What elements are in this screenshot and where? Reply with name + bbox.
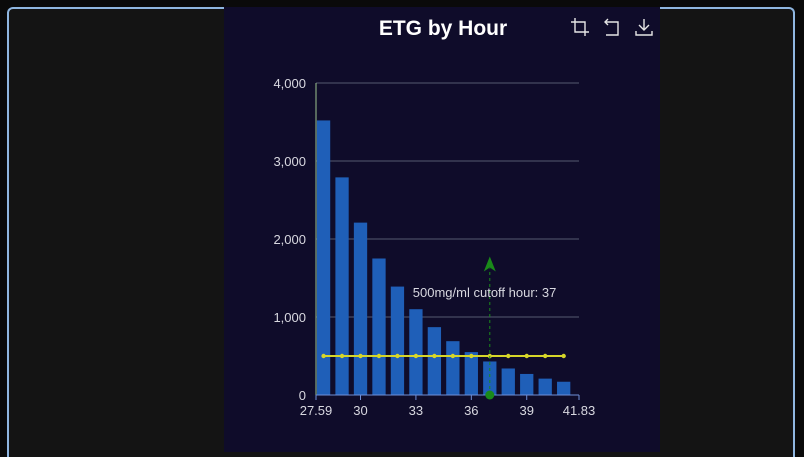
bar [335, 177, 349, 395]
bar [464, 352, 478, 395]
threshold-point [358, 353, 363, 359]
threshold-point [376, 353, 382, 359]
cutoff-label: 500mg/ml cutoff hour: 37 [413, 285, 557, 300]
x-tick-label: 41.83 [563, 403, 596, 418]
threshold-point [543, 353, 548, 359]
threshold-point [561, 353, 566, 359]
bar [409, 309, 423, 395]
x-tick-label: 27.59 [300, 403, 333, 418]
threshold-point [321, 353, 326, 359]
x-tick-label: 30 [353, 403, 367, 418]
chart-title: ETG by Hour [378, 17, 508, 40]
threshold-point [469, 353, 474, 359]
bar [483, 361, 497, 395]
etg-bar-chart: 0 1,000 2,000 3,000 4,000 27.59 30 33 36 39 41.83 5… [273, 76, 596, 418]
x-tick-label: 33 [409, 403, 423, 418]
bar [557, 381, 571, 395]
bar [538, 378, 552, 395]
bar [390, 286, 405, 395]
x-tick-label: 36 [464, 403, 478, 418]
threshold-point [524, 353, 529, 359]
y-tick-label: 4,000 [273, 76, 306, 91]
chart-toolbar [568, 15, 656, 39]
cutoff-point [485, 390, 495, 400]
threshold-point [395, 353, 400, 359]
threshold-point [339, 353, 345, 359]
y-tick-label: 0 [299, 388, 306, 403]
download-icon[interactable] [632, 15, 656, 39]
bar [446, 341, 460, 395]
bar [372, 258, 386, 395]
bar [353, 222, 368, 395]
crop-icon[interactable] [568, 15, 592, 39]
y-tick-label: 3,000 [273, 154, 306, 169]
threshold-point [506, 353, 511, 359]
bar [501, 368, 515, 395]
threshold-point [432, 353, 437, 359]
x-tick-label: 39 [519, 403, 533, 418]
y-tick-label: 2,000 [273, 232, 306, 247]
y-tick-label: 1,000 [273, 310, 306, 325]
bar [427, 327, 442, 395]
threshold-point [413, 353, 419, 359]
bar [316, 120, 331, 395]
chart-panel: ETG by Hour 0 1,000 2,000 3,000 4,000 27.59 30… [224, 7, 660, 452]
bar [520, 373, 534, 395]
threshold-point [450, 353, 456, 359]
undo-icon[interactable] [600, 15, 624, 39]
cutoff-arrowhead [483, 256, 496, 272]
